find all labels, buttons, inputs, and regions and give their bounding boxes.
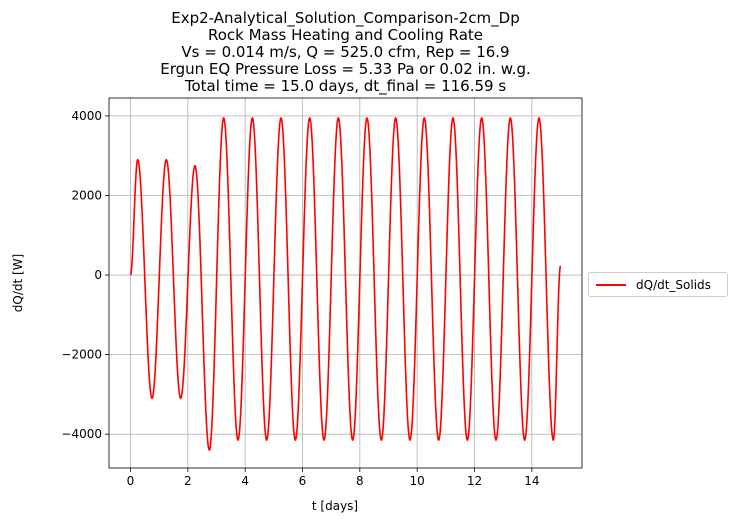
chart-title-line-4: Ergun EQ Pressure Loss = 5.33 Pa or 0.02… — [160, 60, 531, 78]
legend-swatch-dq-dt-solids — [596, 283, 626, 286]
x-tick-label: 14 — [524, 474, 539, 488]
y-tick-label: 4000 — [71, 109, 102, 123]
legend: dQ/dt_Solids — [588, 272, 728, 297]
series-line-0 — [129, 117, 562, 451]
chart-title-line-2: Rock Mass Heating and Cooling Rate — [207, 26, 484, 44]
x-axis-label: t [days] — [312, 499, 358, 513]
chart-title-line-5: Total time = 15.0 days, dt_final = 116.5… — [184, 77, 507, 95]
x-tick-label: 6 — [299, 474, 307, 488]
x-tick-label: 8 — [356, 474, 364, 488]
y-tick-label: −2000 — [61, 348, 102, 362]
chart-title-line-3: Vs = 0.014 m/s, Q = 525.0 cfm, Rep = 16.… — [181, 43, 510, 61]
x-tick-label: 4 — [241, 474, 249, 488]
x-tick-label: 12 — [467, 474, 482, 488]
x-tick-label: 0 — [127, 474, 135, 488]
plot-frame — [108, 97, 583, 469]
chart-title-line-1: Exp2-Analytical_Solution_Comparison-2cm_… — [171, 9, 520, 27]
x-tick-label: 2 — [184, 474, 192, 488]
y-tick-label: −4000 — [61, 427, 102, 441]
legend-label-dq-dt-solids: dQ/dt_Solids — [636, 277, 711, 292]
series-layer — [129, 117, 562, 451]
y-tick-label: 2000 — [71, 188, 102, 202]
axis-ticks: 0 2 4 6 8 10 12 14 −4000 −2000 0 2000 4000 — [61, 109, 539, 488]
y-axis-label: dQ/dt [W] — [11, 254, 25, 312]
y-tick-label: 0 — [94, 268, 102, 282]
x-tick-label: 10 — [410, 474, 425, 488]
